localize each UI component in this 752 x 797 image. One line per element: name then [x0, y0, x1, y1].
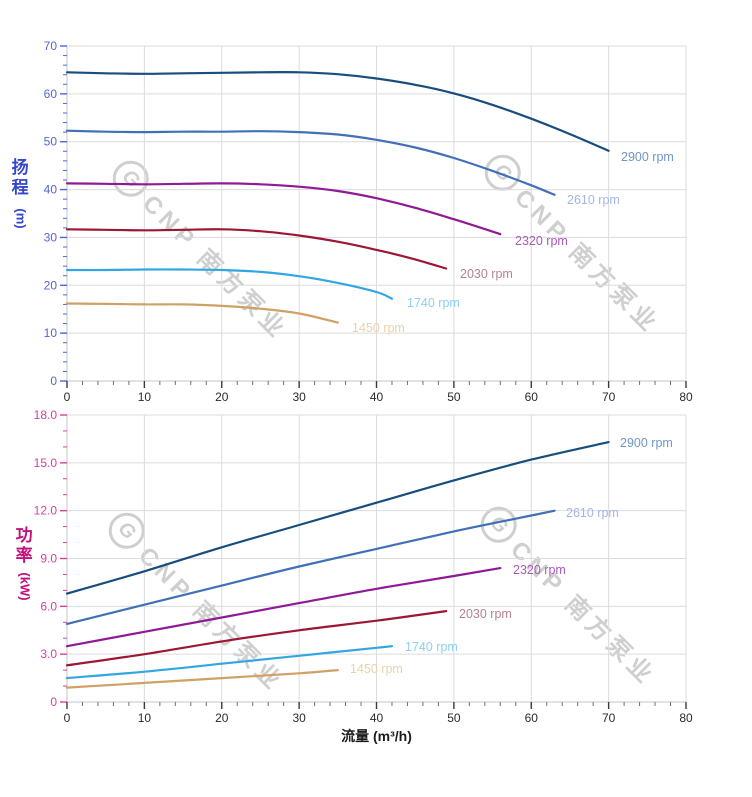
head-curve-label-1450rpm: 1450 rpm: [352, 321, 405, 335]
power-curve-label-2320rpm: 2320 rpm: [513, 563, 566, 577]
head-curve-2030rpm: [65, 228, 448, 270]
power-curve-2610rpm: [65, 509, 556, 625]
y-tick-label: 30: [44, 230, 58, 244]
power-curve-label-2900rpm: 2900 rpm: [620, 436, 673, 450]
x-tick-label: 0: [64, 390, 71, 404]
power-curve-label-1740rpm: 1740 rpm: [405, 640, 458, 654]
x-tick-label: 40: [370, 711, 384, 725]
y-tick-label: 15.0: [34, 456, 58, 470]
head-x-tick-labels: 0 10 20 30 40 50 60 70 80: [64, 390, 693, 404]
x-tick-label: 60: [525, 390, 539, 404]
y-tick-label: 60: [44, 87, 58, 101]
power-curve-2900rpm: [65, 441, 610, 595]
y-tick-label: 0: [50, 374, 57, 388]
head-curve-label-2320rpm: 2320 rpm: [515, 234, 568, 248]
head-curve-label-2900rpm: 2900 rpm: [621, 150, 674, 164]
x-tick-label: 70: [602, 390, 616, 404]
power-curve-label-1450rpm: 1450 rpm: [350, 662, 403, 676]
power-curve-label-2030rpm: 2030 rpm: [459, 607, 512, 621]
head-y-ticks: [60, 45, 67, 382]
power-y-ticks: [60, 414, 67, 703]
power-x-tick-labels: 0 10 20 30 40 50 60 70 80: [64, 711, 693, 725]
y-tick-label: 50: [44, 135, 58, 149]
x-tick-label: 0: [64, 711, 71, 725]
x-tick-label: 50: [447, 390, 461, 404]
x-tick-label: 20: [215, 711, 229, 725]
head-curve-1740rpm: [65, 268, 394, 300]
head-y-tick-labels: 0 10 20 30 40 50 60 70: [44, 39, 58, 388]
y-tick-label: 18.0: [34, 408, 58, 422]
head-grid: [67, 45, 687, 381]
x-tick-label: 80: [679, 390, 693, 404]
y-tick-label: 6.0: [40, 599, 57, 613]
head-x-ticks: [66, 381, 687, 388]
x-tick-label: 80: [679, 711, 693, 725]
y-tick-label: 0: [50, 695, 57, 709]
x-tick-label: 30: [292, 711, 306, 725]
x-tick-label: 10: [138, 390, 152, 404]
power-curve-2320rpm: [65, 567, 502, 648]
head-curve-label-2610rpm: 2610 rpm: [567, 193, 620, 207]
power-chart: 0 3.0 6.0 9.0 12.0 15.0 18.0 0 10 20 30 40 50 60 70 80 2…: [34, 408, 693, 725]
y-tick-label: 10: [44, 326, 58, 340]
head-curve-2320rpm: [65, 182, 502, 236]
power-curve-label-2610rpm: 2610 rpm: [566, 506, 619, 520]
x-tick-label: 50: [447, 711, 461, 725]
power-grid: [67, 414, 687, 702]
x-tick-label: 60: [525, 711, 539, 725]
x-tick-label: 30: [292, 390, 306, 404]
y-tick-label: 70: [44, 39, 58, 53]
power-curve-1740rpm: [65, 645, 394, 680]
power-y-tick-labels: 0 3.0 6.0 9.0 12.0 15.0 18.0: [34, 408, 58, 709]
power-x-ticks: [66, 702, 687, 709]
x-tick-label: 20: [215, 390, 229, 404]
y-tick-label: 40: [44, 183, 58, 197]
flow-axis-label: 流量 (m³/h): [341, 728, 412, 744]
y-tick-label: 12.0: [34, 504, 58, 518]
head-curve-label-1740rpm: 1740 rpm: [407, 296, 460, 310]
head-curve-label-2030rpm: 2030 rpm: [460, 267, 513, 281]
head-chart: 0 10 20 30 40 50 60 70 0 10 20 30 40 50 60 70 80 2900 rpm…: [44, 39, 693, 404]
power-curve-1450rpm: [65, 669, 339, 689]
y-tick-label: 3.0: [40, 647, 57, 661]
head-curve-2610rpm: [65, 129, 556, 196]
power-curve-2030rpm: [65, 610, 448, 667]
y-tick-label: 20: [44, 278, 58, 292]
head-curve-2900rpm: [65, 71, 610, 152]
y-tick-label: 9.0: [40, 552, 57, 566]
x-tick-label: 40: [370, 390, 384, 404]
x-tick-label: 70: [602, 711, 616, 725]
x-tick-label: 10: [138, 711, 152, 725]
head-curve-1450rpm: [65, 302, 339, 324]
